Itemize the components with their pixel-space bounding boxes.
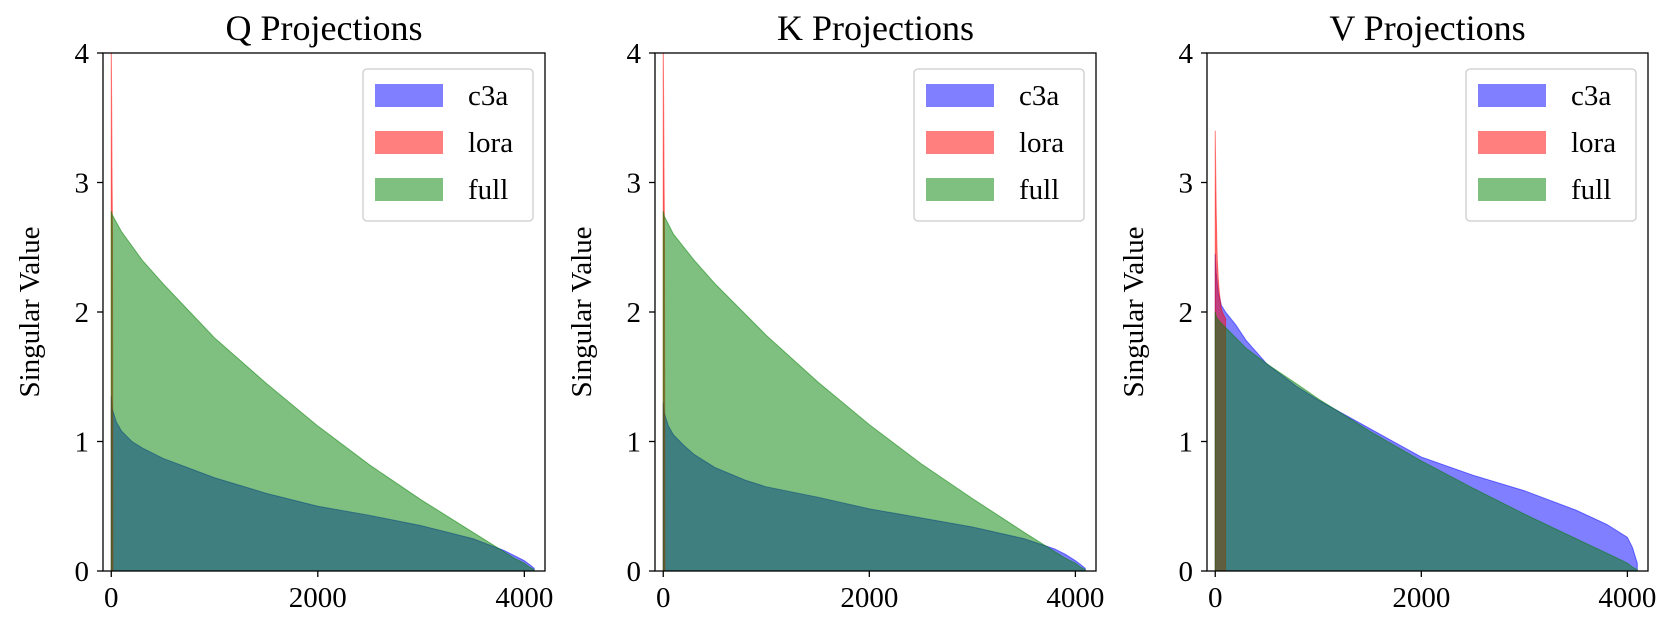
y-tick-label: 2 xyxy=(1179,297,1194,329)
y-axis-label: Singular Value xyxy=(566,226,598,397)
chart-title: K Projections xyxy=(777,8,974,48)
x-tick-label: 4000 xyxy=(1598,582,1656,614)
legend-label-lora: lora xyxy=(1019,127,1064,159)
legend-label-full: full xyxy=(1019,174,1059,206)
chart-title: Q Projections xyxy=(226,8,423,48)
chart-panel-1: 0 1 2 3 4 0 2000 4000 Q Projections Singular Valu… xyxy=(14,8,553,614)
series-area-full xyxy=(110,210,535,571)
series-area-full xyxy=(662,210,1086,571)
y-tick-label: 4 xyxy=(627,38,642,70)
legend-swatch-full xyxy=(926,178,994,201)
legend-swatch-c3a xyxy=(375,84,443,107)
y-tick-label: 2 xyxy=(75,297,90,329)
x-tick-label: 0 xyxy=(1208,582,1223,614)
chart-panel-2: 0 1 2 3 4 0 2000 4000 K Projections Singular Valu… xyxy=(566,8,1104,614)
legend-label-c3a: c3a xyxy=(1571,80,1611,112)
x-tick-label: 0 xyxy=(104,582,119,614)
y-tick-label: 2 xyxy=(627,297,642,329)
legend-swatch-full xyxy=(375,178,443,201)
y-tick-label: 0 xyxy=(627,556,642,588)
y-tick-label: 3 xyxy=(75,168,90,200)
y-tick-label: 1 xyxy=(627,427,642,459)
legend: c3a lora full xyxy=(913,68,1085,222)
y-tick-label: 3 xyxy=(627,168,642,200)
legend-label-c3a: c3a xyxy=(1019,80,1059,112)
legend-label-c3a: c3a xyxy=(468,80,508,112)
legend-swatch-c3a xyxy=(926,84,994,107)
y-tick-label: 0 xyxy=(75,556,90,588)
legend-label-full: full xyxy=(468,174,508,206)
x-tick-label: 2000 xyxy=(840,582,898,614)
chart-title: V Projections xyxy=(1329,8,1525,48)
y-tick-label: 1 xyxy=(1179,427,1194,459)
legend: c3a lora full xyxy=(1465,68,1637,222)
legend: c3a lora full xyxy=(362,68,534,222)
x-tick-label: 2000 xyxy=(1392,582,1450,614)
y-tick-label: 1 xyxy=(75,427,90,459)
plot-area xyxy=(1214,130,1638,571)
legend-swatch-c3a xyxy=(1478,84,1546,107)
x-tick-label: 4000 xyxy=(1046,582,1104,614)
y-tick-label: 4 xyxy=(75,38,90,70)
legend-swatch-full xyxy=(1478,178,1546,201)
x-tick-label: 4000 xyxy=(495,582,553,614)
y-tick-label: 0 xyxy=(1179,556,1194,588)
y-axis-label: Singular Value xyxy=(1118,226,1150,397)
y-axis-label: Singular Value xyxy=(14,226,46,397)
y-tick-label: 3 xyxy=(1179,168,1194,200)
legend-label-lora: lora xyxy=(468,127,513,159)
chart-panel-3: 0 1 2 3 4 0 2000 4000 V Projections Singular Valu… xyxy=(1118,8,1656,614)
plot-area xyxy=(110,53,535,571)
x-tick-label: 2000 xyxy=(289,582,347,614)
series-area-full xyxy=(1214,311,1638,571)
legend-swatch-lora xyxy=(926,131,994,154)
x-tick-label: 0 xyxy=(656,582,671,614)
plot-area xyxy=(662,53,1086,571)
legend-swatch-lora xyxy=(375,131,443,154)
legend-label-lora: lora xyxy=(1571,127,1616,159)
legend-label-full: full xyxy=(1571,174,1611,206)
y-tick-label: 4 xyxy=(1179,38,1194,70)
legend-swatch-lora xyxy=(1478,131,1546,154)
